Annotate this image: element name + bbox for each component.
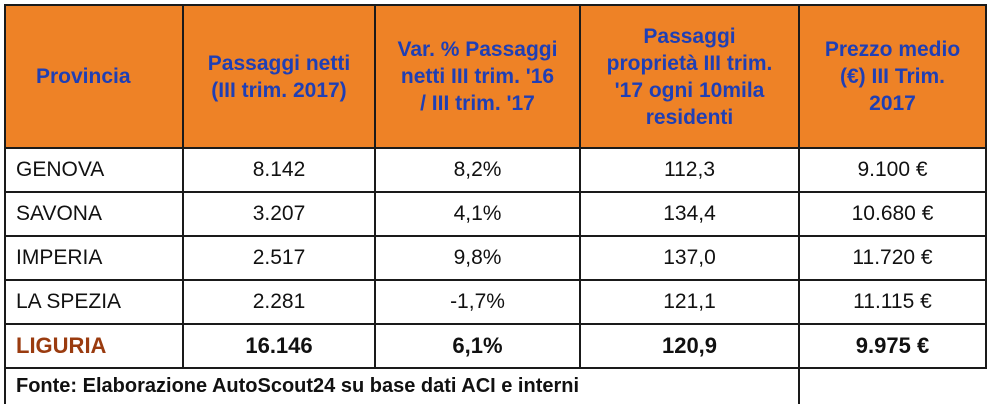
cell-prezzo-medio: 9.100 €	[798, 147, 987, 193]
table-row-total-liguria: LIGURIA 16.146 6,1% 120,9 9.975 €	[4, 323, 987, 369]
header-var-percent: Var. % Passaggi netti III trim. '16 / II…	[374, 4, 581, 149]
cell-provincia: SAVONA	[4, 191, 184, 237]
source-row: Fonte: Elaborazione AutoScout24 su base …	[4, 367, 986, 404]
cell-passaggi-residenti: 112,3	[579, 147, 800, 193]
table-row-imperia: IMPERIA 2.517 9,8% 137,0 11.720 €	[4, 235, 987, 281]
cell-provincia-total: LIGURIA	[4, 323, 184, 369]
header-prezzo-medio: Prezzo medio (€) III Trim. 2017	[798, 4, 987, 149]
header-line: proprietà III trim.	[606, 51, 773, 75]
cell-passaggi-netti: 2.281	[182, 279, 376, 325]
cell-prezzo-medio: 11.115 €	[798, 279, 987, 325]
cell-var-percent-total: 6,1%	[374, 323, 581, 369]
cell-var-percent: 8,2%	[374, 147, 581, 193]
cell-provincia: GENOVA	[4, 147, 184, 193]
header-passaggi-residenti: Passaggi proprietà III trim. '17 ogni 10…	[579, 4, 800, 149]
liguria-passaggi-table: Provincia Passaggi netti (III trim. 2017…	[4, 4, 987, 404]
cell-var-percent: 4,1%	[374, 191, 581, 237]
cell-passaggi-residenti: 137,0	[579, 235, 800, 281]
header-line: '17 ogni 10mila	[614, 78, 765, 102]
header-line: Var. % Passaggi	[397, 38, 558, 61]
header-provincia: Provincia	[4, 4, 184, 149]
cell-prezzo-medio: 11.720 €	[798, 235, 987, 281]
header-line: Passaggi	[643, 24, 736, 48]
cell-passaggi-netti: 2.517	[182, 235, 376, 281]
cell-provincia: LA SPEZIA	[4, 279, 184, 325]
header-line: Provincia	[36, 65, 131, 88]
cell-passaggi-residenti: 121,1	[579, 279, 800, 325]
cell-passaggi-netti: 8.142	[182, 147, 376, 193]
table-row-genova: GENOVA 8.142 8,2% 112,3 9.100 €	[4, 147, 987, 193]
header-line: netti III trim. '16	[400, 65, 555, 88]
cell-passaggi-netti: 3.207	[182, 191, 376, 237]
source-empty-cell	[798, 367, 986, 404]
header-line: (III trim. 2017)	[211, 78, 347, 102]
cell-provincia: IMPERIA	[4, 235, 184, 281]
header-line: 2017	[869, 92, 916, 115]
header-line: Prezzo medio	[824, 38, 961, 61]
cell-prezzo-medio-total: 9.975 €	[798, 323, 987, 369]
table-row-savona: SAVONA 3.207 4,1% 134,4 10.680 €	[4, 191, 987, 237]
cell-var-percent: 9,8%	[374, 235, 581, 281]
cell-passaggi-netti-total: 16.146	[182, 323, 376, 369]
cell-var-percent: -1,7%	[374, 279, 581, 325]
header-row: Provincia Passaggi netti (III trim. 2017…	[4, 4, 987, 149]
header-passaggi-netti: Passaggi netti (III trim. 2017)	[182, 4, 376, 149]
cell-passaggi-residenti: 134,4	[579, 191, 800, 237]
header-line: Passaggi netti	[207, 51, 351, 75]
source-note: Fonte: Elaborazione AutoScout24 su base …	[4, 367, 800, 404]
header-line: / III trim. '17	[420, 92, 535, 115]
header-line: residenti	[645, 105, 734, 129]
cell-prezzo-medio: 10.680 €	[798, 191, 987, 237]
table-row-la-spezia: LA SPEZIA 2.281 -1,7% 121,1 11.115 €	[4, 279, 987, 325]
header-line: (€) III Trim.	[839, 65, 946, 88]
cell-passaggi-residenti-total: 120,9	[579, 323, 800, 369]
